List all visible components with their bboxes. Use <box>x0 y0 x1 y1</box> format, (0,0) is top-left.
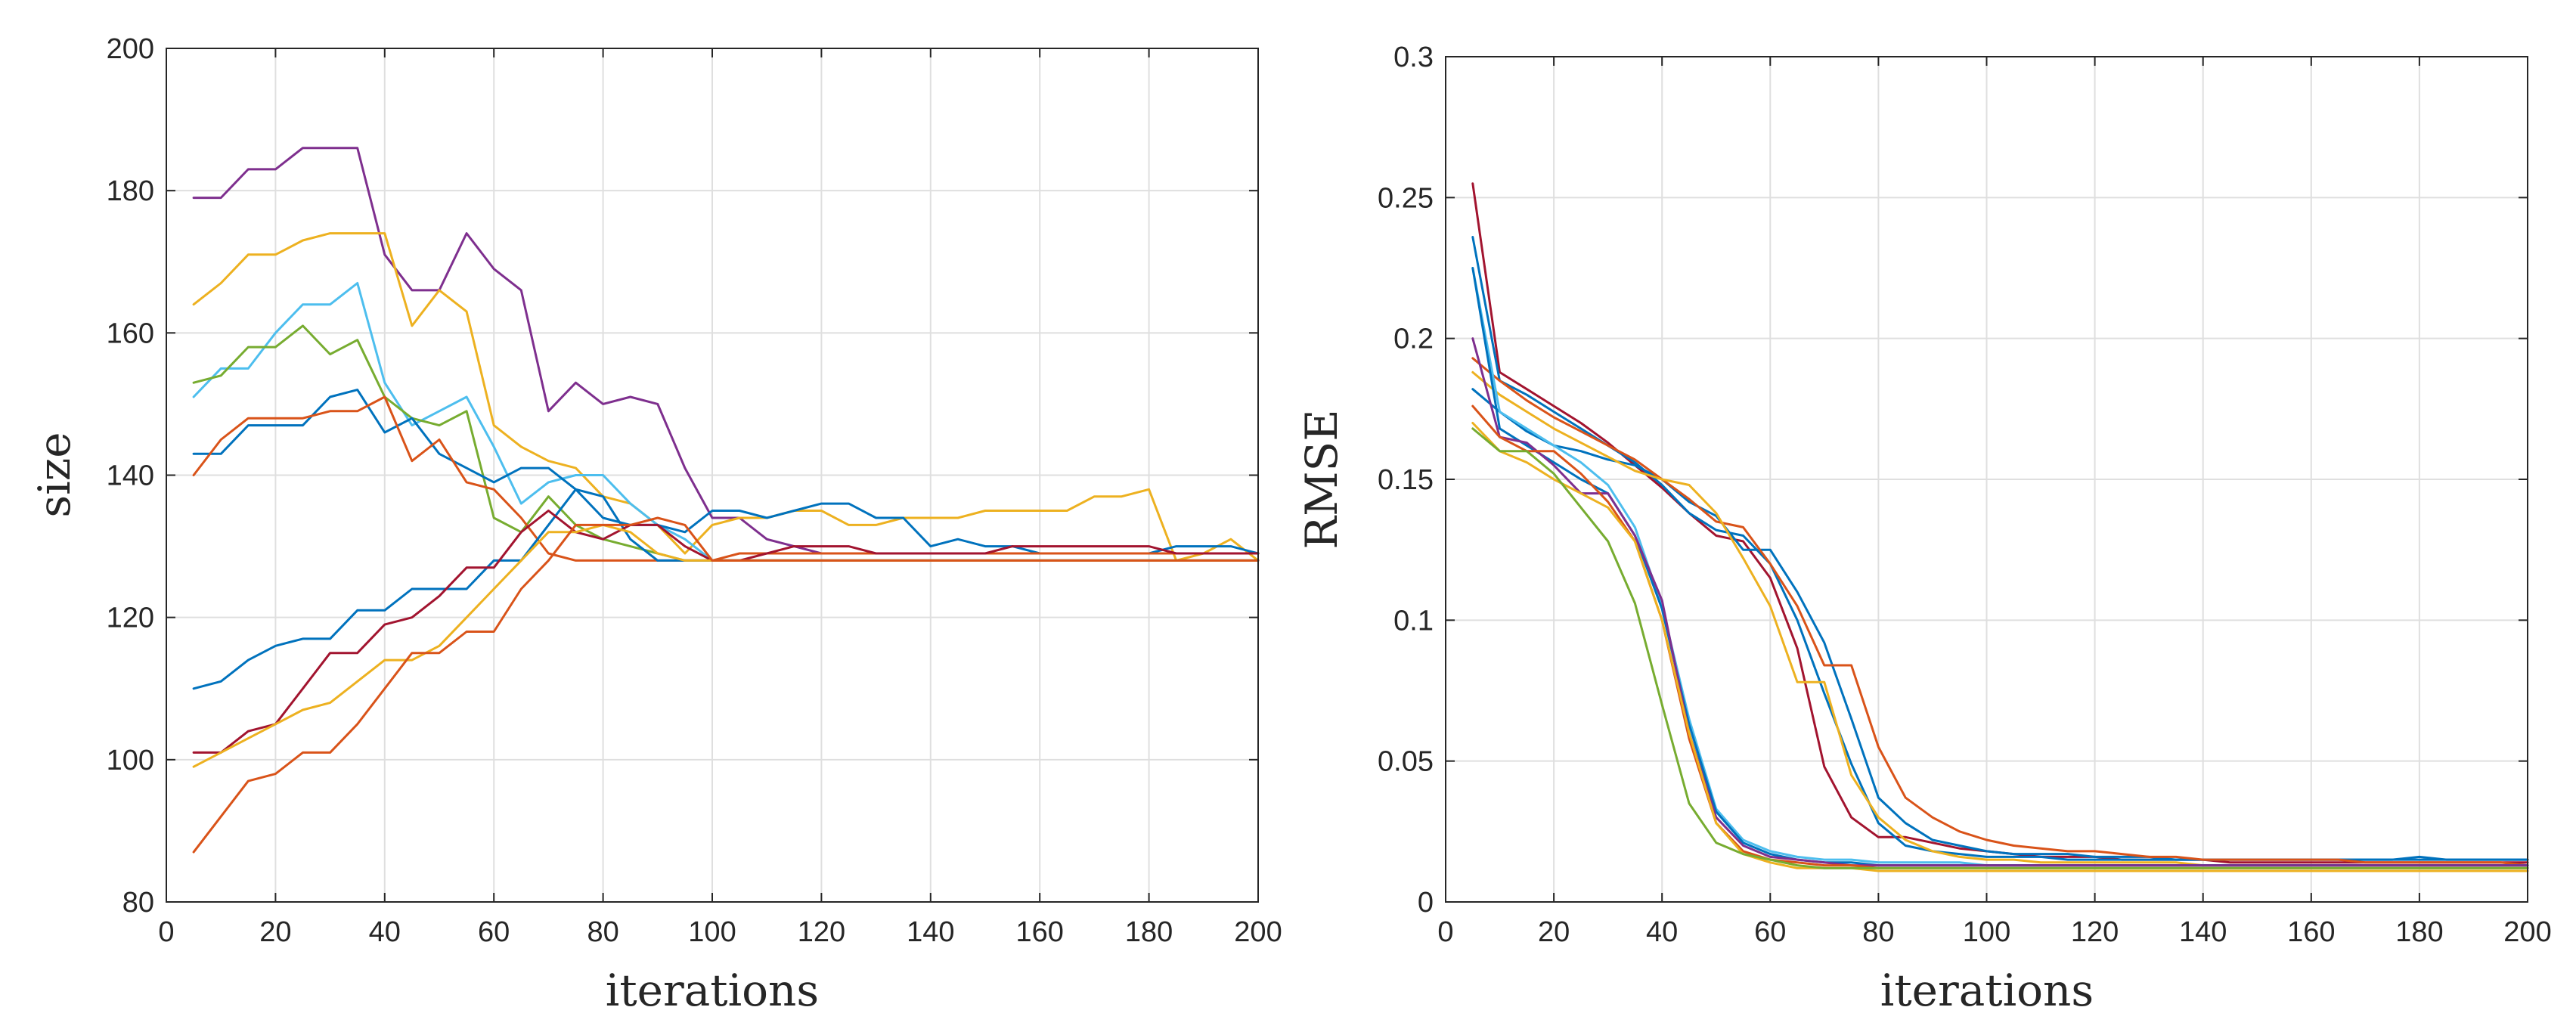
rmse-chart-series-line-2 <box>1471 236 2529 861</box>
size-chart-xtick-label: 180 <box>1125 916 1173 948</box>
rmse-chart-xtick-label: 180 <box>2395 916 2443 948</box>
size-chart-ytick-label: 180 <box>107 175 154 207</box>
rmse-chart-xtick-label: 80 <box>1862 916 1894 948</box>
size-chart-xtick-label: 80 <box>587 916 618 948</box>
rmse-chart-xtick-label: 200 <box>2503 916 2551 948</box>
size-chart-ytick-label: 200 <box>107 33 154 65</box>
rmse-chart-series-line-5 <box>1471 370 2529 867</box>
rmse-chart-ytick-label: 0.1 <box>1393 605 1434 637</box>
rmse-chart-series-group <box>1471 182 2529 872</box>
rmse-chart-ytick-label: 0.3 <box>1393 42 1434 73</box>
size-chart-ytick-label: 80 <box>122 887 154 919</box>
size-chart-grid <box>166 48 1258 902</box>
size-chart-xtick-label: 0 <box>158 916 174 948</box>
rmse-chart-series-line-4 <box>1471 357 2529 867</box>
rmse-chart-ylabel: RMSE <box>1296 409 1347 549</box>
size-chart-xtick-label: 100 <box>688 916 736 948</box>
size-chart-xtick-label: 120 <box>798 916 845 948</box>
size-chart: size iterations 0 20 40 60 80 100 120 140 160 180… <box>29 33 1282 1016</box>
size-chart-series-line-4 <box>192 324 1260 562</box>
rmse-chart-series-line-3 <box>1471 388 2529 861</box>
size-chart-series-line-10 <box>192 516 1260 854</box>
size-chart-ytick-label: 140 <box>107 460 154 492</box>
rmse-chart-series-line-8 <box>1471 337 2529 867</box>
rmse-chart-xtick-label: 0 <box>1437 916 1453 948</box>
rmse-chart-xtick-label: 60 <box>1754 916 1786 948</box>
rmse-chart-xtick-label: 40 <box>1646 916 1678 948</box>
size-chart-series-line-1 <box>192 147 1260 555</box>
size-chart-xtick-label: 40 <box>369 916 401 948</box>
rmse-chart-xlabel: iterations <box>1880 965 2094 1016</box>
rmse-chart-series-line-6 <box>1471 267 2529 867</box>
rmse-chart: RMSE iterations 0 20 40 60 80 100 120 140 160 180… <box>1296 42 2552 1016</box>
rmse-chart-xtick-label: 120 <box>2071 916 2119 948</box>
size-chart-xtick-label: 140 <box>907 916 954 948</box>
size-chart-xtick-label: 200 <box>1234 916 1282 948</box>
rmse-chart-xtick-label: 160 <box>2287 916 2335 948</box>
size-chart-series-line-6 <box>192 395 1260 562</box>
size-chart-xtick-label: 20 <box>259 916 291 948</box>
rmse-chart-series-line-7 <box>1471 267 2529 867</box>
rmse-chart-xtick-label: 20 <box>1538 916 1570 948</box>
size-chart-ytick-label: 120 <box>107 603 154 634</box>
rmse-chart-series-line-9 <box>1471 404 2529 869</box>
rmse-chart-ytick-label: 0 <box>1418 887 1434 919</box>
size-chart-ytick-label: 100 <box>107 745 154 776</box>
rmse-chart-ytick-label: 0.05 <box>1378 746 1434 778</box>
size-chart-series-line-5 <box>192 389 1260 555</box>
size-chart-ytick-label: 160 <box>107 318 154 349</box>
size-chart-ylabel: size <box>29 432 80 517</box>
size-chart-xlabel: iterations <box>606 965 819 1016</box>
rmse-chart-ytick-label: 0.15 <box>1378 464 1434 496</box>
size-chart-series-group <box>192 147 1260 854</box>
size-chart-xtick-label: 160 <box>1015 916 1063 948</box>
rmse-chart-xtick-label: 140 <box>2179 916 2227 948</box>
rmse-chart-series-line-11 <box>1471 427 2529 869</box>
size-chart-series-line-2 <box>192 232 1260 562</box>
rmse-chart-grid <box>1446 57 2528 902</box>
rmse-chart-ytick-label: 0.25 <box>1378 182 1434 214</box>
rmse-chart-series-line-10 <box>1471 422 2529 872</box>
rmse-chart-ytick-label: 0.2 <box>1393 324 1434 355</box>
size-chart-series-line-7 <box>192 488 1260 690</box>
size-chart-series-line-8 <box>192 510 1260 754</box>
rmse-chart-xtick-label: 100 <box>1963 916 2010 948</box>
size-chart-xtick-label: 60 <box>478 916 510 948</box>
